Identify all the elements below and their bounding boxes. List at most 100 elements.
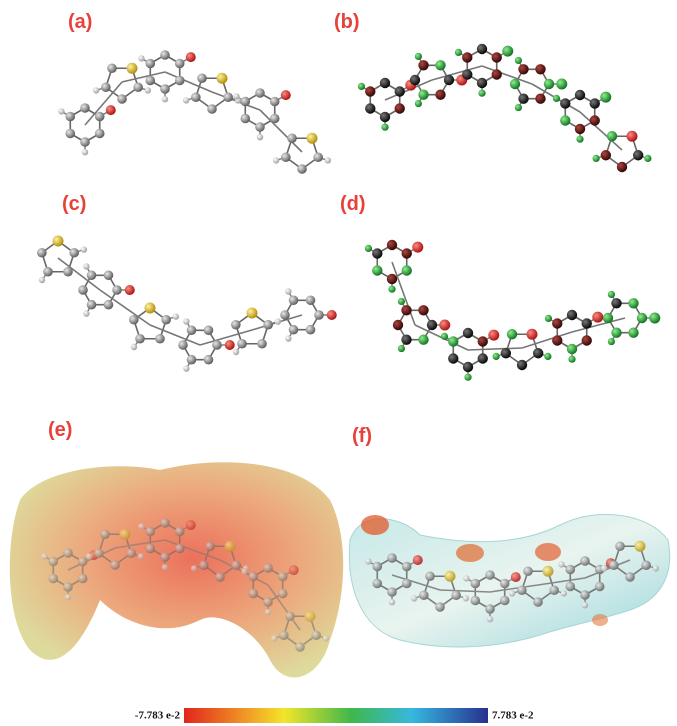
atom: [203, 354, 214, 365]
atom: [510, 572, 521, 583]
atom: [212, 340, 222, 350]
atom: [306, 132, 318, 144]
atom: [224, 340, 235, 350]
atom: [94, 548, 104, 559]
molecule: [365, 540, 660, 623]
atom: [379, 77, 391, 89]
atom: [264, 609, 272, 616]
atom: [568, 355, 576, 363]
atom: [477, 336, 488, 347]
atom: [560, 590, 568, 597]
atom: [600, 150, 612, 161]
bond: [439, 589, 491, 593]
atom: [80, 246, 88, 253]
molecule: [37, 235, 337, 372]
atom: [462, 327, 474, 339]
atom: [581, 602, 589, 609]
atom: [566, 309, 578, 321]
atom: [63, 548, 73, 558]
atom: [191, 92, 201, 103]
atom: [401, 561, 412, 572]
bond: [579, 111, 623, 151]
atom: [397, 297, 405, 306]
atom: [94, 111, 105, 122]
atom: [462, 52, 473, 63]
atom: [592, 311, 604, 323]
atom: [576, 135, 584, 143]
atom: [592, 154, 600, 163]
atom: [232, 348, 240, 356]
atom: [372, 578, 383, 589]
atom: [462, 361, 474, 373]
atom: [174, 58, 185, 69]
atom: [80, 103, 90, 113]
atom: [145, 58, 156, 69]
atom: [476, 77, 488, 89]
atom: [632, 150, 644, 161]
molecule: [357, 43, 652, 173]
atom: [287, 133, 297, 144]
bonds: [41, 240, 332, 369]
atom: [401, 334, 412, 345]
bond: [481, 65, 533, 85]
atom: [182, 97, 190, 104]
atom: [63, 266, 73, 277]
atom: [533, 597, 543, 607]
atom: [440, 332, 449, 340]
atom: [197, 73, 207, 84]
atom: [609, 560, 619, 571]
atom: [65, 128, 76, 139]
atom: [215, 572, 225, 582]
atom: [392, 319, 404, 331]
atom: [409, 74, 421, 86]
atom: [161, 314, 171, 325]
atom: [574, 89, 586, 101]
atom: [86, 299, 97, 310]
atom: [470, 578, 481, 589]
atom: [86, 270, 97, 281]
atom: [418, 60, 429, 71]
atom: [401, 265, 412, 276]
scale-min-label: -7.783 e-2: [135, 710, 181, 722]
atom: [381, 123, 389, 131]
atom: [279, 630, 289, 641]
atom: [41, 553, 48, 560]
atom: [499, 578, 510, 589]
atom: [478, 89, 486, 97]
atom: [523, 566, 533, 577]
atom: [145, 543, 156, 554]
atom: [535, 64, 546, 75]
atom: [412, 555, 423, 566]
atom: [517, 585, 527, 596]
atom: [549, 585, 559, 596]
atom: [81, 149, 89, 156]
atom: [600, 91, 612, 103]
atom: [119, 528, 131, 540]
atom: [129, 314, 139, 325]
atom: [509, 78, 521, 90]
atom: [83, 310, 90, 317]
atom: [644, 154, 652, 163]
atom: [589, 98, 600, 109]
atom: [451, 590, 461, 601]
atom: [186, 325, 197, 336]
atom: [144, 87, 152, 94]
panel-label: (d): [340, 193, 366, 215]
atom: [414, 52, 422, 61]
atom: [285, 611, 295, 622]
atom: [492, 352, 500, 361]
atom: [203, 325, 214, 336]
atom: [462, 595, 470, 602]
atom: [499, 595, 510, 606]
atom: [552, 94, 561, 102]
atom: [263, 563, 273, 573]
atom: [387, 587, 397, 597]
atom: [80, 137, 90, 147]
atom: [178, 340, 188, 350]
atom: [611, 298, 622, 309]
atom: [435, 89, 446, 100]
atom: [615, 541, 625, 552]
panel-label: (c): [62, 193, 86, 215]
atom: [500, 348, 512, 359]
atom: [138, 55, 145, 62]
